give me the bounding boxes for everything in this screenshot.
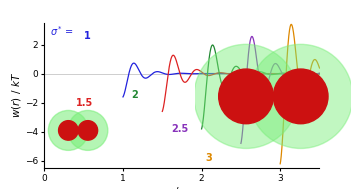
Circle shape [78,121,98,140]
X-axis label: $r\ /\ \sigma_m$: $r\ /\ \sigma_m$ [167,185,197,189]
Text: 1: 1 [84,31,91,41]
Y-axis label: $w(r)\ /\ kT$: $w(r)\ /\ kT$ [11,72,23,119]
Text: 3: 3 [206,153,212,163]
Circle shape [219,69,273,124]
Text: $\sigma^*=$: $\sigma^*=$ [50,24,74,38]
Text: 1.5: 1.5 [76,98,93,108]
Circle shape [68,110,108,150]
Circle shape [48,110,88,150]
Text: 2.5: 2.5 [172,124,189,134]
Circle shape [248,44,353,148]
Text: 2: 2 [131,91,138,100]
Circle shape [194,44,298,148]
Circle shape [273,69,328,124]
Circle shape [59,121,78,140]
